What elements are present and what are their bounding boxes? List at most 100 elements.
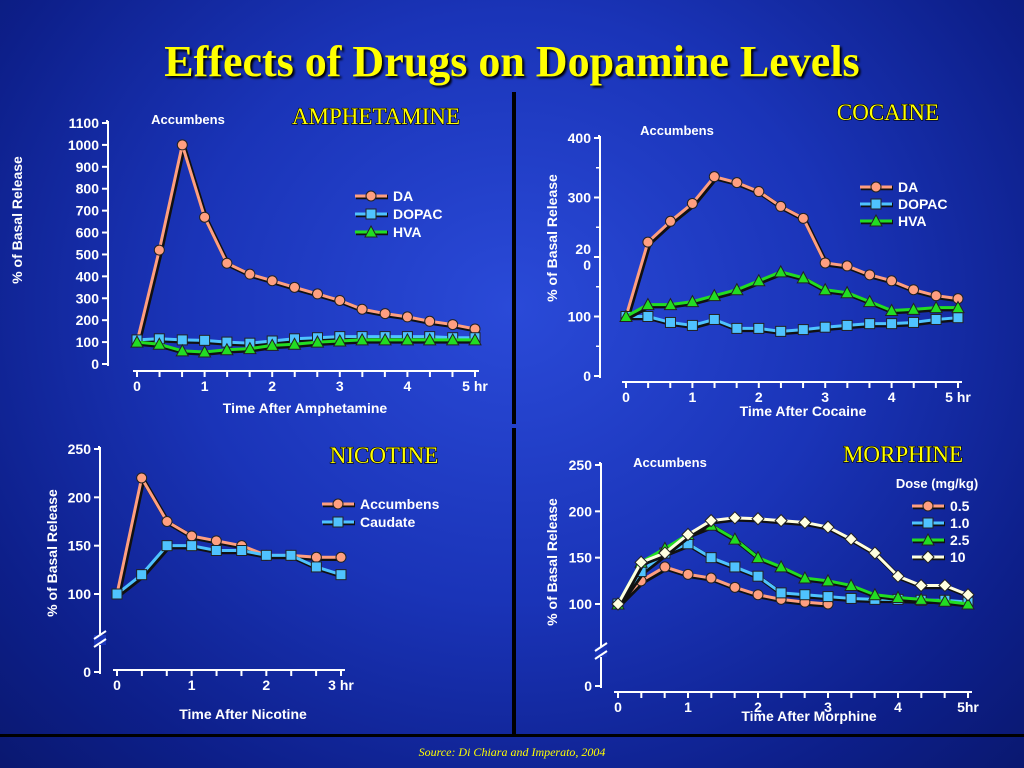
data-point xyxy=(891,590,905,604)
series-line-hva xyxy=(625,270,958,318)
y-axis-title: % of Basal Release xyxy=(44,489,60,617)
data-point xyxy=(891,569,905,583)
axis-break-mark xyxy=(594,650,608,660)
y-tick-label: 0 xyxy=(91,356,99,372)
data-point xyxy=(840,285,854,299)
series-line-shadow xyxy=(117,544,344,598)
y-tick-label: 0 xyxy=(583,368,591,384)
y-tick-label: 200 xyxy=(76,312,100,328)
data-point xyxy=(379,308,391,320)
y-tick-label: 100 xyxy=(76,334,100,350)
y-tick-label: 100 xyxy=(569,596,593,612)
y-axis-title: % of Basal Release xyxy=(544,498,560,626)
y-tick-label: 0 xyxy=(583,257,591,273)
data-point xyxy=(243,341,257,355)
data-point xyxy=(681,527,695,542)
x-tick-label: 0 xyxy=(614,699,622,715)
data-point xyxy=(961,588,975,602)
data-point xyxy=(797,324,809,336)
axis-break-mark xyxy=(93,630,107,640)
data-point xyxy=(153,244,165,256)
legend-label: 0.5 xyxy=(950,498,970,514)
data-point xyxy=(868,546,882,560)
data-point xyxy=(841,260,853,272)
data-point xyxy=(641,297,655,311)
chart-nicotine: NICOTINE 0 100 150 200 250 0 1 2 3 hr Time After N… xyxy=(44,441,440,722)
data-point xyxy=(310,335,325,348)
data-point xyxy=(355,332,369,346)
data-point xyxy=(864,269,876,281)
legend-marker xyxy=(922,517,934,529)
data-point xyxy=(664,215,676,227)
legend-marker xyxy=(364,224,378,238)
data-point xyxy=(220,342,234,356)
data-point xyxy=(775,587,787,599)
data-point xyxy=(634,555,648,570)
y-tick-label: 250 xyxy=(569,457,593,473)
data-point xyxy=(751,550,765,564)
data-point xyxy=(930,313,942,325)
drug-title: COCAINE xyxy=(837,100,939,125)
legend-label: DOPAC xyxy=(898,196,948,212)
source-citation: Source: Di Chiara and Imperato, 2004 xyxy=(418,745,606,759)
axis-break-mark xyxy=(93,638,107,648)
data-point xyxy=(210,545,222,556)
y-tick-label: 0 xyxy=(83,664,91,680)
x-tick-label: 0 xyxy=(113,677,121,693)
data-point xyxy=(906,302,921,315)
y-tick-label: 100 xyxy=(68,586,92,602)
data-point xyxy=(378,332,392,346)
data-point xyxy=(663,297,678,311)
data-point xyxy=(774,513,788,528)
data-point xyxy=(707,288,722,302)
data-point xyxy=(929,300,943,314)
legend-marker xyxy=(332,498,344,510)
series-line-shadow xyxy=(136,144,477,345)
y-tick-label: 600 xyxy=(76,225,100,241)
page-title: Effects of Drugs on Dopamine Levels xyxy=(164,37,860,86)
data-point xyxy=(266,275,278,287)
legend-label: 10 xyxy=(950,549,966,565)
drug-title: MORPHINE xyxy=(843,442,963,467)
series-line-caudate xyxy=(116,544,342,596)
y-tick-label: 500 xyxy=(76,246,100,262)
data-point xyxy=(731,322,743,334)
data-point xyxy=(659,561,671,573)
y-tick-label: 800 xyxy=(76,181,100,197)
data-point xyxy=(844,532,858,546)
y-tick-label: 200 xyxy=(569,503,593,519)
data-point xyxy=(731,177,743,189)
data-point xyxy=(136,472,148,484)
legend-marker xyxy=(332,516,344,528)
data-point xyxy=(752,589,764,601)
data-point xyxy=(797,212,809,224)
data-point xyxy=(335,551,347,563)
data-point xyxy=(447,319,459,331)
data-point xyxy=(332,333,347,347)
series-line-dopac xyxy=(626,315,959,333)
x-tick-label: 4 xyxy=(888,389,896,405)
data-point xyxy=(136,569,148,581)
legend-marker xyxy=(870,181,882,193)
x-tick-label: 0 xyxy=(622,389,630,405)
data-point xyxy=(728,532,742,545)
chart-amphetamine: AMPHETAMINE Accumbens 0 100 200 300 400 500 600 7… xyxy=(9,103,488,416)
data-point xyxy=(796,270,811,284)
data-point xyxy=(862,294,877,308)
legend-label: DA xyxy=(393,188,413,204)
legend-label: DOPAC xyxy=(393,206,443,222)
data-point xyxy=(310,561,322,573)
data-point xyxy=(244,268,256,280)
drug-title: NICOTINE xyxy=(330,443,439,468)
y-tick-label: 20 xyxy=(575,241,591,257)
x-tick-label: 3 xyxy=(821,389,829,405)
series-line-accumbens xyxy=(115,476,341,595)
data-point xyxy=(908,316,920,328)
data-point xyxy=(730,282,744,296)
series-line-10 xyxy=(616,516,969,605)
data-point xyxy=(775,200,787,212)
drug-title: AMPHETAMINE xyxy=(292,104,460,129)
data-point xyxy=(111,588,123,600)
y-axis-title: % of Basal Release xyxy=(9,156,25,284)
